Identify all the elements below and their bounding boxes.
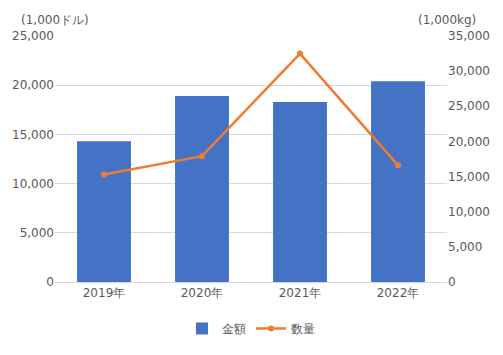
svg-text:数量: 数量 xyxy=(291,322,315,336)
svg-text:2022年: 2022年 xyxy=(377,286,420,300)
svg-text:2021年: 2021年 xyxy=(279,286,322,300)
svg-text:10,000: 10,000 xyxy=(12,177,54,191)
svg-text:5,000: 5,000 xyxy=(448,240,482,254)
svg-text:0: 0 xyxy=(448,275,456,289)
svg-text:(1,000kg): (1,000kg) xyxy=(418,13,476,27)
svg-text:25,000: 25,000 xyxy=(448,99,490,113)
svg-text:20,000: 20,000 xyxy=(12,78,54,92)
svg-text:25,000: 25,000 xyxy=(12,29,54,43)
svg-text:(1,000ドル): (1,000ドル) xyxy=(21,13,89,27)
svg-text:20,000: 20,000 xyxy=(448,135,490,149)
svg-text:30,000: 30,000 xyxy=(448,64,490,78)
svg-text:2019年: 2019年 xyxy=(83,286,126,300)
svg-text:10,000: 10,000 xyxy=(448,205,490,219)
svg-text:15,000: 15,000 xyxy=(448,170,490,184)
svg-text:金額: 金額 xyxy=(222,322,246,336)
svg-text:0: 0 xyxy=(46,275,54,289)
svg-text:5,000: 5,000 xyxy=(20,226,54,240)
svg-text:15,000: 15,000 xyxy=(12,128,54,142)
svg-text:2020年: 2020年 xyxy=(181,286,224,300)
svg-text:35,000: 35,000 xyxy=(448,29,490,43)
